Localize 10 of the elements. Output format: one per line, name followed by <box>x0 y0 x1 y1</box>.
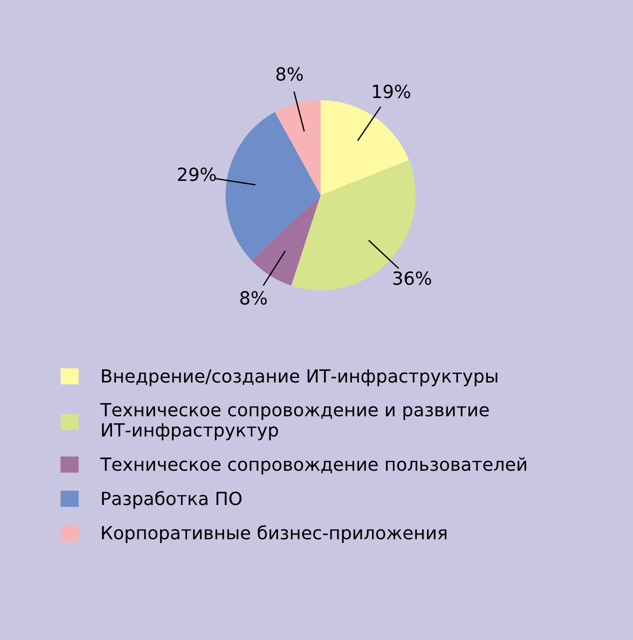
legend-label: Разработка ПО <box>102 490 242 509</box>
legend-label: Техническое сопровождение и развитие ИТ-инфраструктур <box>100 403 489 440</box>
legend-label: Внедрение/создание ИТ-инфраструктуры <box>102 369 498 386</box>
data-label: 36% <box>393 271 432 285</box>
data-label: 19% <box>373 84 410 98</box>
legend-label: Корпоративные бизнес-приложения <box>102 525 446 544</box>
data-label: 8% <box>240 291 267 305</box>
data-label: 29% <box>178 167 216 182</box>
legend-label: Техническое сопровождение пользователей <box>100 457 526 474</box>
data-label: 8% <box>276 67 303 81</box>
